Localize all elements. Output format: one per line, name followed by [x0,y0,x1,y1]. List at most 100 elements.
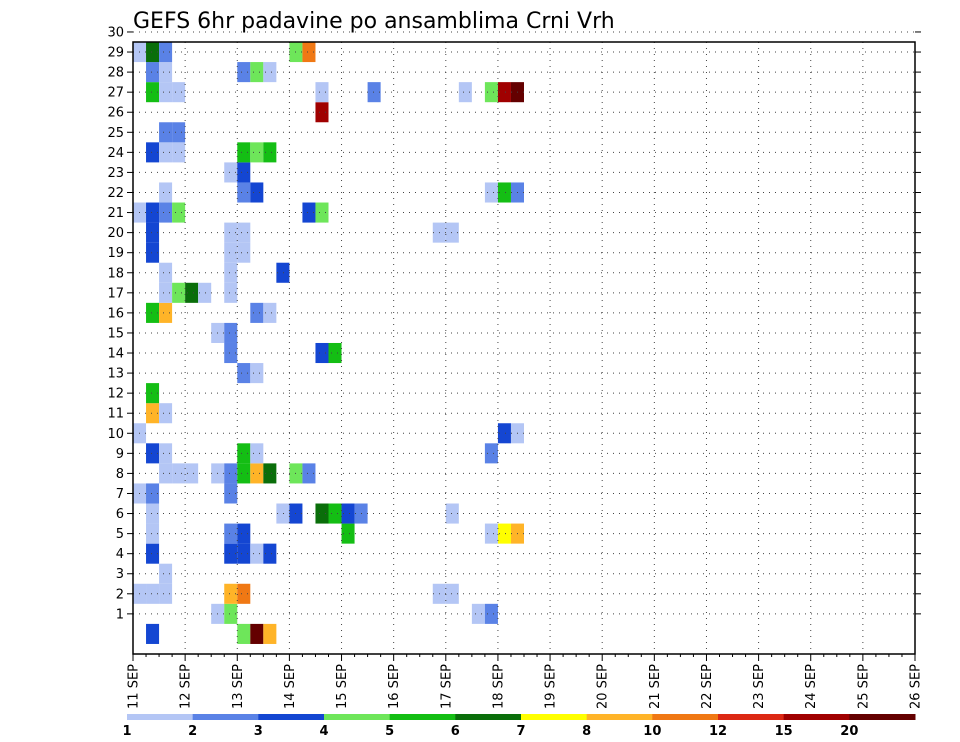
precip-cell [250,62,264,83]
precip-cell [159,62,173,83]
y-tick-label: 29 [107,46,124,61]
precip-cell [237,182,251,203]
precip-cell [484,82,498,103]
x-axis: 11 SEP 12 SEP 13 SEP 14 SEP 15 SEP 16 SEP 17 S… [127,654,924,709]
precip-cell [237,242,251,263]
precip-cell [341,503,355,524]
precip-cell [237,623,251,644]
precip-cell [172,142,186,163]
precip-cell [302,463,316,484]
legend-label: 5 [385,724,394,739]
precip-cell [172,82,186,103]
x-tick-label: 15 SEP [335,664,350,709]
precip-cell [237,543,251,564]
y-tick-label: 11 [107,407,124,422]
legend-label: 1 [122,724,131,739]
legend-swatch [324,714,391,720]
precip-cell [146,202,160,223]
precip-cell [484,523,498,544]
precip-cell [237,142,251,163]
precip-cell [159,202,173,223]
precip-cell [146,42,160,63]
legend-swatch [849,714,916,720]
x-tick-label: 26 SEP [909,664,924,709]
legend-label: 15 [775,724,793,739]
precip-cell [328,342,342,364]
legend-label: 3 [254,724,263,739]
legend-label: 12 [709,724,727,739]
precip-cell [224,583,238,604]
precip-cell [445,503,459,524]
legend-swatch [389,714,456,720]
precip-cell [224,483,238,504]
legend-label: 20 [840,724,858,739]
precip-cell [146,483,160,504]
y-tick-label: 10 [107,427,124,442]
precip-cell [237,523,251,544]
x-tick-label: 17 SEP [439,664,454,709]
precip-cell [315,202,329,223]
precip-cell [250,142,264,163]
x-tick-label: 24 SEP [804,664,819,709]
precip-cell [237,443,251,464]
x-tick-label: 12 SEP [179,664,194,709]
precip-cell [224,242,238,263]
y-tick-label: 2 [116,587,124,602]
legend-label: 10 [643,724,661,739]
precip-cell [263,463,277,484]
precip-cell [146,82,160,103]
y-tick-label: 30 [107,25,124,40]
precip-cell [250,302,264,323]
precip-cell [224,603,238,624]
legend-label: 2 [188,724,197,739]
precip-cell [328,503,342,524]
precip-cell [198,282,212,303]
y-tick-label: 28 [107,66,124,81]
precip-cell [445,583,459,604]
precip-cell [146,523,160,544]
legend-swatch [127,714,194,720]
precip-cell [146,302,160,323]
precip-cell [445,222,459,243]
y-axis: 1234567891011121314151617181920212223242… [107,25,921,622]
precip-cell [146,583,160,604]
precip-cell [159,142,173,163]
precip-cell [237,62,251,83]
y-tick-label: 18 [107,266,124,281]
precip-cell [302,202,316,223]
x-tick-label: 21 SEP [648,664,663,709]
y-tick-label: 9 [116,447,124,462]
x-tick-label: 13 SEP [231,664,246,709]
precip-cell [172,282,186,303]
precip-cell [484,182,498,203]
precip-cell [224,282,238,303]
y-tick-label: 6 [116,507,124,522]
precip-cell [159,302,173,323]
y-tick-label: 4 [116,547,124,562]
precip-cell [159,42,173,63]
precip-cell [185,463,199,484]
precip-cell [224,222,238,243]
precip-cell [471,603,485,624]
precip-cell [224,322,238,343]
precip-cell [367,82,381,103]
precip-cell [146,543,160,564]
cells-layer [133,42,524,644]
precip-cell [159,463,173,484]
precip-cell [250,543,264,564]
precip-cell [159,122,173,143]
precip-cell [159,182,173,203]
precip-cell [497,182,511,203]
precip-cell [159,443,173,464]
x-tick-label: 25 SEP [856,664,871,709]
precip-cell [146,62,160,83]
precip-cell [146,242,160,263]
precip-cell [237,363,251,384]
precip-cell [146,443,160,464]
precip-cell [263,543,277,564]
y-tick-label: 19 [107,246,124,261]
y-tick-label: 21 [107,206,124,221]
precip-cell [172,122,186,143]
precip-cell [497,523,511,544]
y-tick-label: 24 [107,146,124,161]
